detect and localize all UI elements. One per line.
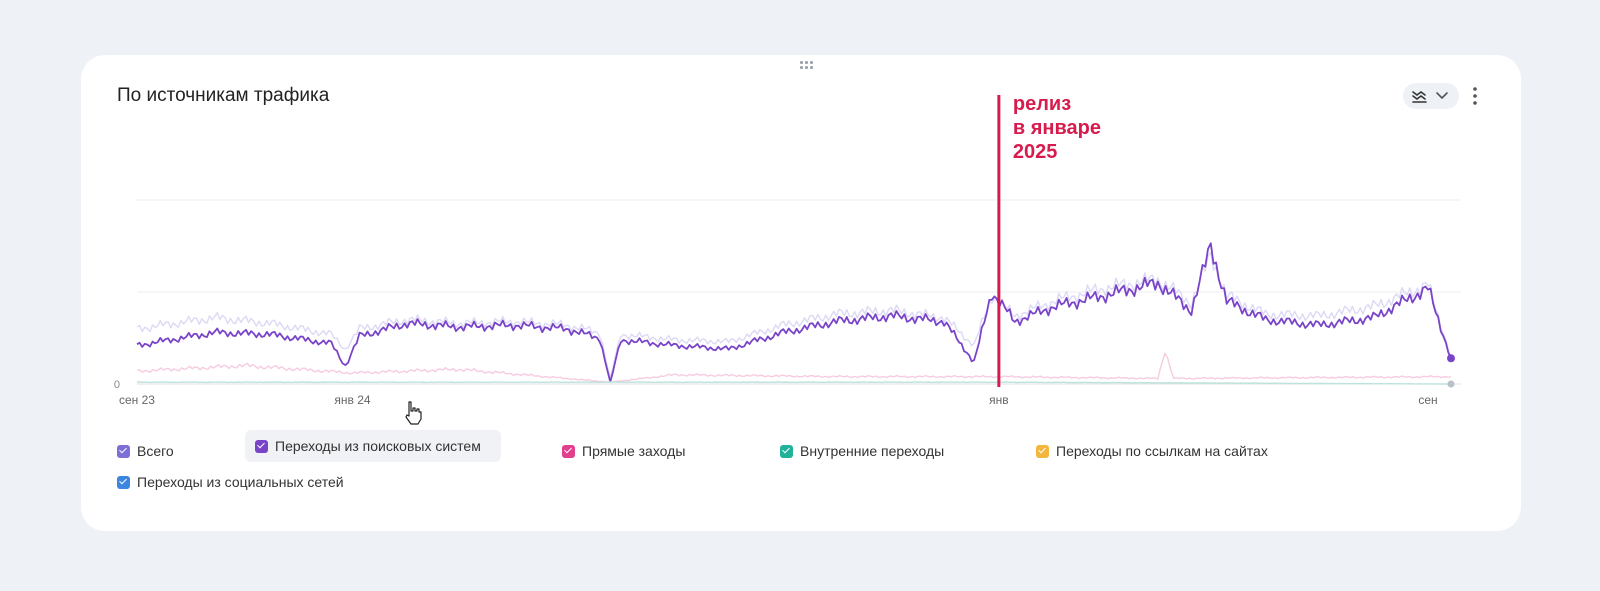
checkbox-icon[interactable] bbox=[562, 444, 575, 458]
x-tick-label: сен bbox=[1418, 393, 1437, 407]
legend-label: Переходы из социальных сетей bbox=[137, 474, 344, 490]
legend-item-social[interactable]: Переходы из социальных сетей bbox=[111, 469, 360, 495]
traffic-sources-widget: По источникам трафика 0 сен 23 янв 24 янв се… bbox=[81, 55, 1521, 531]
series-end-point bbox=[1447, 380, 1455, 388]
legend-label: Всего bbox=[137, 443, 174, 459]
series-line bbox=[136, 242, 1452, 383]
x-tick-label: янв bbox=[989, 393, 1009, 407]
chevron-down-icon bbox=[1436, 92, 1448, 99]
legend-label: Внутренние переходы bbox=[800, 443, 945, 459]
checkbox-icon[interactable] bbox=[117, 475, 130, 489]
legend-item-total[interactable]: Всего bbox=[111, 438, 190, 464]
annotation-label: релиз bbox=[1013, 93, 1071, 115]
series-line bbox=[136, 252, 1452, 379]
x-tick-label: янв 24 bbox=[334, 393, 371, 407]
legend-item-search[interactable]: Переходы из поисковых систем bbox=[245, 430, 501, 462]
widget-title: По источникам трафика bbox=[117, 85, 330, 106]
x-tick-label: сен 23 bbox=[119, 393, 155, 407]
legend-label: Прямые заходы bbox=[582, 443, 686, 459]
more-vertical-icon[interactable] bbox=[1465, 83, 1485, 109]
checkbox-icon[interactable] bbox=[780, 444, 793, 458]
series-end-point bbox=[1447, 354, 1455, 363]
legend-item-direct[interactable]: Прямые заходы bbox=[556, 438, 701, 464]
checkbox-icon[interactable] bbox=[1036, 444, 1049, 458]
drag-handle-icon[interactable] bbox=[800, 61, 814, 73]
checkbox-icon[interactable] bbox=[255, 439, 268, 453]
legend-item-internal[interactable]: Внутренние переходы bbox=[774, 438, 960, 464]
legend-label: Переходы из поисковых систем bbox=[275, 438, 481, 454]
legend-label: Переходы по ссылкам на сайтах bbox=[1056, 443, 1268, 459]
annotation-label: в январе bbox=[1013, 117, 1101, 139]
y-tick-label: 0 bbox=[114, 379, 120, 391]
legend-item-links[interactable]: Переходы по ссылкам на сайтах bbox=[1030, 438, 1284, 464]
series-line bbox=[136, 352, 1452, 383]
annotation-label: 2025 bbox=[1013, 141, 1058, 163]
hand-cursor-icon bbox=[405, 401, 422, 425]
series-line bbox=[136, 381, 1451, 385]
line-chart-icon bbox=[1412, 91, 1427, 103]
checkbox-icon[interactable] bbox=[117, 444, 130, 458]
chart-type-button[interactable] bbox=[1403, 83, 1459, 109]
